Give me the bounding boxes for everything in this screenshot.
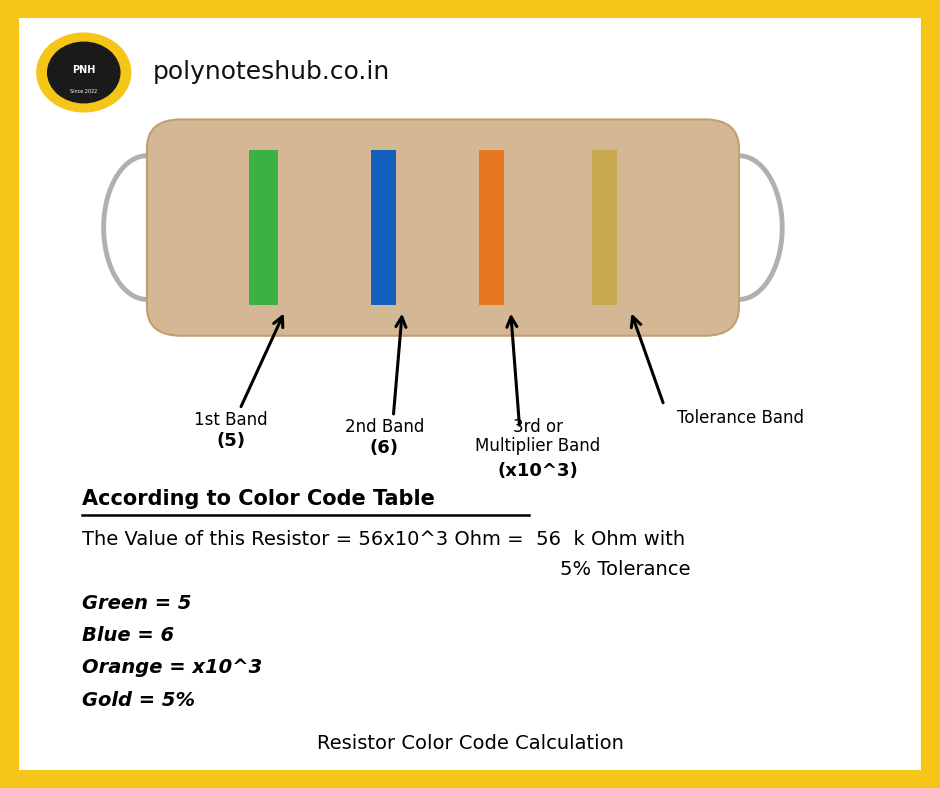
- Text: PNH: PNH: [72, 65, 96, 75]
- Text: 5% Tolerance: 5% Tolerance: [560, 560, 691, 579]
- Bar: [370, 150, 396, 306]
- Bar: [592, 150, 617, 306]
- Text: The Value of this Resistor = 56x10^3 Ohm =  56  k Ohm with: The Value of this Resistor = 56x10^3 Ohm…: [82, 530, 685, 549]
- Text: (x10^3): (x10^3): [497, 462, 578, 480]
- FancyBboxPatch shape: [147, 120, 739, 336]
- Text: Tolerance Band: Tolerance Band: [677, 409, 805, 427]
- Text: (6): (6): [369, 440, 399, 457]
- Text: Orange = x10^3: Orange = x10^3: [82, 658, 262, 677]
- Text: 1st Band: 1st Band: [194, 411, 268, 429]
- Text: 3rd or: 3rd or: [512, 418, 563, 437]
- Text: (5): (5): [216, 432, 245, 450]
- Circle shape: [37, 33, 131, 112]
- Text: Green = 5: Green = 5: [82, 594, 192, 613]
- Text: Gold = 5%: Gold = 5%: [82, 691, 195, 710]
- Circle shape: [48, 43, 120, 102]
- Bar: [479, 150, 504, 306]
- Text: Since 2022: Since 2022: [70, 89, 98, 94]
- Text: polynoteshub.co.in: polynoteshub.co.in: [152, 61, 389, 84]
- Bar: [249, 150, 278, 306]
- Text: Resistor Color Code Calculation: Resistor Color Code Calculation: [317, 734, 623, 753]
- Text: According to Color Code Table: According to Color Code Table: [82, 489, 435, 509]
- Text: Blue = 6: Blue = 6: [82, 626, 174, 645]
- Text: Multiplier Band: Multiplier Band: [475, 437, 601, 455]
- Text: 2nd Band: 2nd Band: [345, 418, 424, 437]
